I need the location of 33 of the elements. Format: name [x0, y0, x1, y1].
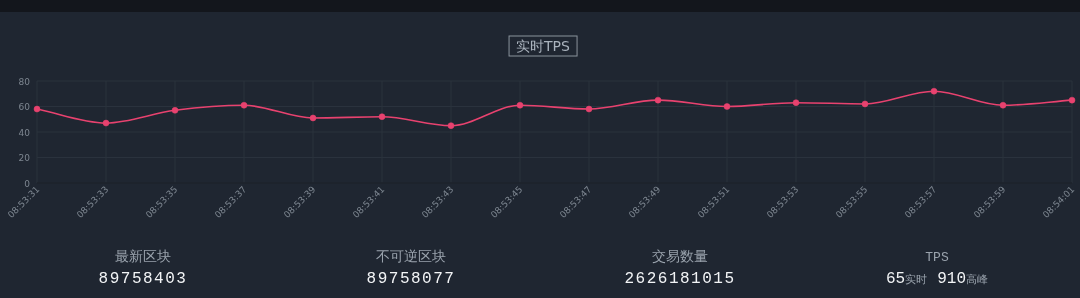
- point: [723, 103, 731, 110]
- point: [102, 119, 110, 127]
- text: 最新区块: [115, 248, 171, 264]
- point: [378, 113, 386, 120]
- text: 不可逆区块: [376, 248, 446, 264]
- point: [309, 114, 317, 122]
- point: [171, 107, 179, 114]
- text: 实时: [905, 273, 928, 286]
- text: TPS: [925, 250, 949, 265]
- y-tick-label: 80: [18, 76, 31, 87]
- point: [930, 87, 938, 95]
- text: 89758403: [98, 270, 188, 288]
- chart-title: 实时TPS: [516, 38, 571, 54]
- point: [654, 96, 662, 104]
- text: 交易数量: [652, 248, 708, 264]
- y-tick-label: 20: [18, 153, 31, 163]
- point: [861, 100, 869, 108]
- point: [585, 105, 593, 113]
- text: 910: [937, 270, 967, 288]
- y-tick-label: 0: [24, 178, 31, 189]
- point: [516, 101, 524, 109]
- point: [792, 99, 800, 106]
- y-tick-label: 40: [18, 127, 31, 138]
- point: [240, 101, 248, 109]
- point: [999, 101, 1007, 109]
- y-tick-label: 60: [18, 102, 31, 112]
- text: 65: [885, 270, 906, 288]
- point: [33, 105, 41, 113]
- point: [447, 122, 455, 129]
- text: 89758077: [366, 270, 456, 288]
- text: 2626181015: [624, 270, 736, 288]
- point: [1068, 96, 1076, 104]
- text: 高峰: [966, 273, 989, 286]
